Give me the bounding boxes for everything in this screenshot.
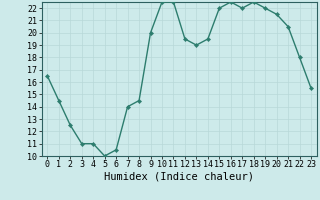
X-axis label: Humidex (Indice chaleur): Humidex (Indice chaleur)	[104, 172, 254, 182]
